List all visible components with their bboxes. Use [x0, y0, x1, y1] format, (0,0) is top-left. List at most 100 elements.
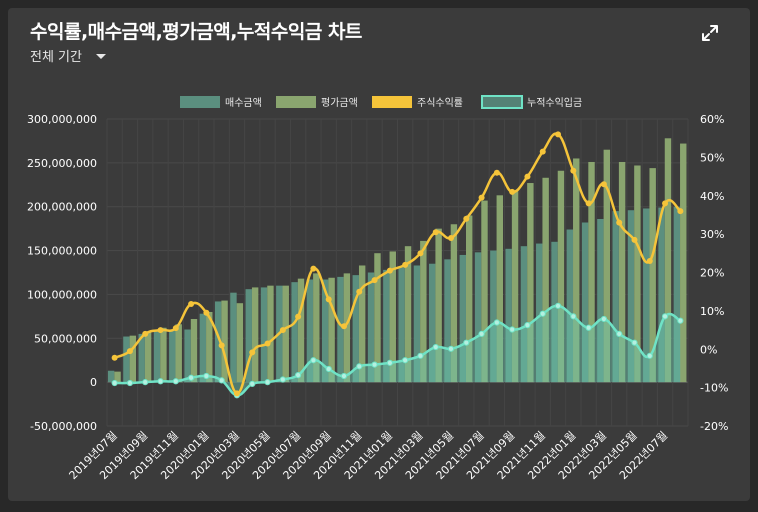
- return-point: [524, 173, 531, 180]
- bar-buy-amount: [428, 263, 436, 383]
- cumulative-point: [111, 379, 118, 387]
- y-left-tick-label: 250,000,000: [27, 157, 97, 170]
- cumulative-point: [356, 363, 363, 370]
- bar-eval-amount: [680, 143, 687, 383]
- cumulative-point: [371, 361, 378, 368]
- bar-eval-amount: [496, 195, 503, 383]
- chart-legend: 매수금액 평가금액 주식수익률 누적수익입금: [180, 95, 582, 109]
- y-right-axis: 60% 50% 40% 30% 20% 10% 0% -10% -20%: [700, 113, 728, 433]
- cumulative-point: [340, 372, 348, 380]
- bar-buy-amount: [367, 272, 375, 383]
- bar-eval-amount: [343, 273, 351, 383]
- legend-label: 누적수익입금: [527, 96, 582, 109]
- return-point: [432, 229, 439, 236]
- cumulative-point: [142, 379, 149, 386]
- bar-eval-amount: [557, 170, 565, 383]
- bar-eval-amount: [618, 161, 626, 383]
- cumulative-point: [447, 345, 455, 352]
- return-point: [539, 148, 546, 155]
- cumulative-point: [432, 343, 439, 351]
- bar-buy-amount: [260, 287, 268, 383]
- bar-buy-amount: [673, 206, 681, 383]
- bar-eval-amount: [313, 273, 320, 383]
- cumulative-point: [661, 313, 669, 320]
- return-point: [417, 250, 424, 257]
- bar-series: [107, 138, 687, 383]
- return-point: [356, 288, 363, 295]
- bar-buy-amount: [581, 222, 589, 383]
- bar-eval-amount: [527, 183, 534, 383]
- bar-buy-amount: [459, 254, 466, 383]
- return-point: [310, 265, 317, 272]
- cumulative-point: [157, 378, 164, 385]
- return-point: [386, 267, 393, 274]
- cumulative-point: [187, 374, 195, 381]
- return-point: [371, 277, 378, 284]
- bar-eval-amount: [190, 318, 198, 383]
- y-left-tick-label: 100,000,000: [27, 288, 97, 301]
- cumulative-point: [386, 359, 393, 366]
- return-point: [585, 200, 592, 207]
- y-left-tick-label: 50,000,000: [34, 332, 97, 345]
- x-axis: 2019년07월2019년09월2019년11월2020년01월2020년03월…: [67, 429, 671, 482]
- bar-eval-amount: [144, 331, 152, 383]
- bar-eval-amount: [542, 177, 549, 383]
- return-point: [570, 167, 577, 174]
- bar-eval-amount: [481, 200, 488, 383]
- cumulative-point: [249, 380, 256, 387]
- return-point: [325, 296, 332, 303]
- bar-buy-amount: [291, 282, 298, 383]
- bar-eval-amount: [358, 265, 366, 383]
- y-right-tick-label: 40%: [700, 190, 724, 203]
- return-point: [264, 340, 271, 347]
- cumulative-point: [631, 339, 638, 346]
- return-point: [233, 390, 240, 397]
- return-point: [463, 215, 470, 222]
- bar-buy-amount: [398, 267, 405, 383]
- return-point: [478, 194, 485, 201]
- y-right-tick-label: 30%: [700, 228, 724, 241]
- y-right-tick-label: 20%: [700, 267, 724, 280]
- bar-buy-amount: [536, 243, 543, 383]
- bar-buy-amount: [306, 279, 314, 383]
- period-dropdown[interactable]: 전체 기간: [30, 46, 106, 65]
- cumulative-point: [203, 372, 210, 380]
- bar-eval-amount: [664, 138, 672, 383]
- expand-icon[interactable]: [700, 23, 720, 43]
- bar-eval-amount: [236, 303, 244, 383]
- bar-buy-amount: [337, 276, 344, 383]
- return-point: [172, 325, 179, 332]
- return-point: [126, 348, 133, 355]
- bar-eval-amount: [297, 278, 305, 383]
- cumulative-point: [218, 377, 225, 384]
- cumulative-point: [310, 357, 317, 364]
- chart-title: 수익률,매수금액,평가금액,누적수익금 차트: [30, 21, 362, 43]
- return-point: [631, 236, 638, 243]
- return-point: [646, 257, 653, 264]
- bar-eval-amount: [435, 228, 442, 383]
- return-point: [677, 208, 684, 215]
- return-point: [249, 349, 256, 356]
- bar-buy-amount: [597, 218, 604, 383]
- return-point: [509, 188, 516, 195]
- bar-buy-amount: [107, 370, 115, 383]
- bar-eval-amount: [221, 300, 228, 383]
- bar-buy-amount: [490, 250, 497, 383]
- y-left-axis: 300,000,000 250,000,000 200,000,000 150,000…: [27, 113, 97, 433]
- return-point: [600, 181, 607, 188]
- cumulative-point: [126, 379, 134, 387]
- legend-swatch: [372, 96, 412, 108]
- bar-buy-amount: [138, 333, 145, 383]
- return-line: [111, 131, 684, 397]
- bar-eval-amount: [420, 240, 427, 383]
- bar-buy-amount: [612, 211, 619, 383]
- bar-buy-amount: [123, 336, 130, 383]
- bar-eval-amount: [511, 190, 519, 383]
- bar-eval-amount: [389, 251, 396, 383]
- return-point: [493, 169, 500, 176]
- bar-buy-amount: [184, 329, 191, 383]
- return-point: [340, 323, 347, 330]
- bar-buy-amount: [643, 208, 650, 383]
- y-right-tick-label: 10%: [700, 305, 724, 318]
- return-point: [402, 261, 409, 268]
